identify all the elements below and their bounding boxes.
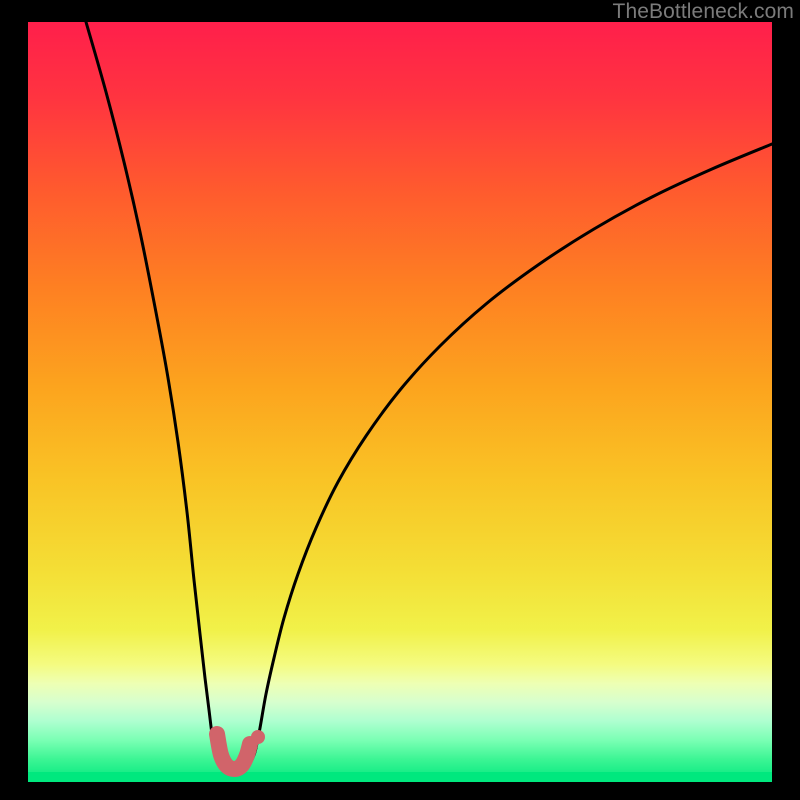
watermark-text: TheBottleneck.com — [613, 0, 794, 24]
green-stripe — [28, 772, 772, 782]
plot-area — [28, 22, 772, 782]
gradient-background — [28, 22, 772, 782]
chart-frame: TheBottleneck.com — [0, 0, 800, 800]
